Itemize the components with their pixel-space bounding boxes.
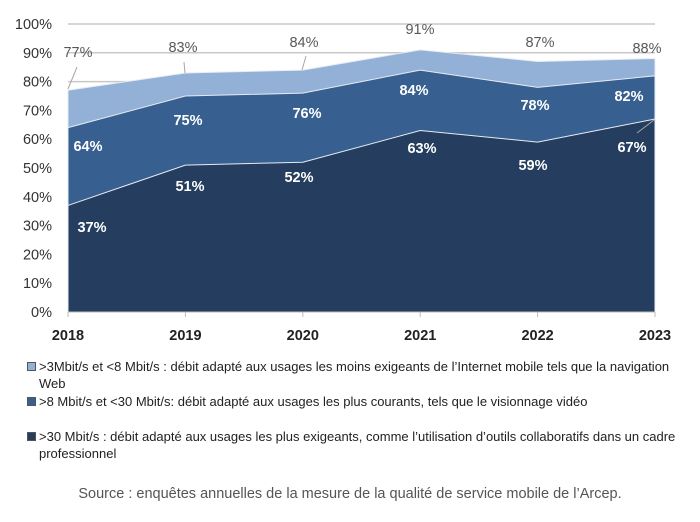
data-label: 88% <box>632 41 661 57</box>
legend-item-8-30: >8 Mbit/s et <30 Mbit/s: débit adapté au… <box>27 393 699 410</box>
legend-label: >3Mbit/s et <8 Mbit/s : débit adapté aux… <box>39 359 670 391</box>
leader-line <box>67 66 78 90</box>
data-label: 51% <box>175 179 204 195</box>
data-label: 84% <box>399 83 428 99</box>
area-chart: 0% 10% 20% 30% 40% 50% 60% 70% 80% 90% 100% 2018 201… <box>15 17 671 344</box>
legend-label: >30 Mbit/s : débit adapté aux usages les… <box>39 429 676 461</box>
legend-item-30: >30 Mbit/s : débit adapté aux usages les… <box>27 428 699 462</box>
leader-line <box>301 55 307 71</box>
y-tick-label: 40% <box>23 190 52 206</box>
leader-line <box>636 119 655 134</box>
y-tick-label: 20% <box>23 247 52 263</box>
data-label: 78% <box>520 98 549 114</box>
x-tick-label: 2022 <box>521 328 553 344</box>
data-label: 82% <box>614 89 643 105</box>
area-series-0 <box>67 118 656 313</box>
legend-item-3-8: >3Mbit/s et <8 Mbit/s : débit adapté aux… <box>27 358 699 392</box>
x-tick-label: 2023 <box>639 328 671 344</box>
y-tick-label: 60% <box>23 132 52 148</box>
y-tick-label: 0% <box>31 305 52 321</box>
data-label: 75% <box>173 113 202 129</box>
y-tick-label: 90% <box>23 46 52 62</box>
data-label: 87% <box>525 35 554 51</box>
legend-swatch <box>27 362 36 371</box>
data-label: 63% <box>407 141 436 157</box>
leader-line <box>183 61 186 74</box>
x-tick-label: 2020 <box>287 328 319 344</box>
data-label: 76% <box>292 106 321 122</box>
x-tick-label: 2019 <box>169 328 201 344</box>
data-label: 84% <box>289 35 318 51</box>
source-note: Source : enquêtes annuelles de la mesure… <box>78 486 622 502</box>
y-tick-label: 80% <box>23 75 52 91</box>
data-label: 67% <box>617 140 646 156</box>
x-tick-label: 2021 <box>404 328 436 344</box>
y-tick-label: 100% <box>15 17 52 33</box>
data-label: 91% <box>405 22 434 38</box>
legend-swatch <box>27 432 36 441</box>
legend-swatch <box>27 397 36 406</box>
data-label: 77% <box>63 45 92 61</box>
data-label: 37% <box>77 220 106 236</box>
y-tick-label: 30% <box>23 219 52 235</box>
y-tick-label: 50% <box>23 161 52 177</box>
legend-label: >8 Mbit/s et <30 Mbit/s: débit adapté au… <box>39 394 588 409</box>
data-label: 59% <box>518 158 547 174</box>
data-label: 83% <box>168 40 197 56</box>
y-tick-label: 70% <box>23 103 52 119</box>
y-tick-label: 10% <box>23 276 52 292</box>
data-label: 64% <box>73 139 102 155</box>
x-tick-label: 2018 <box>52 328 84 344</box>
data-label: 52% <box>284 170 313 186</box>
